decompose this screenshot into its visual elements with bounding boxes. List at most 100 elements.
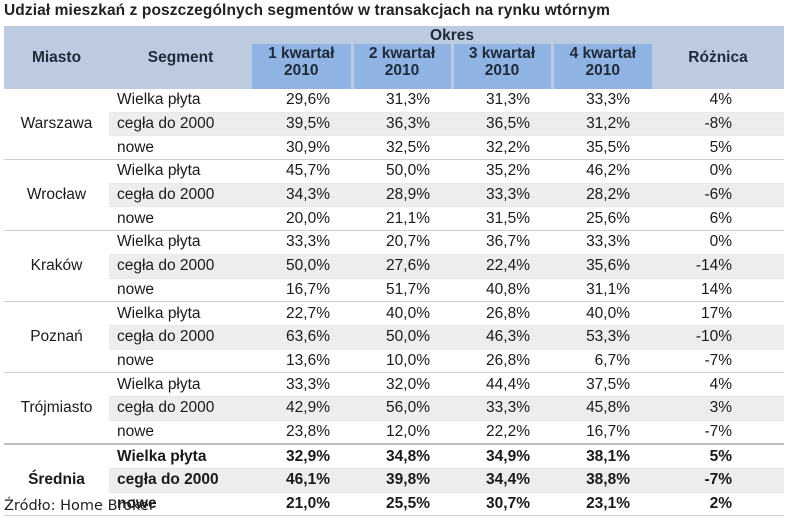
q4-value-cell: 31,1%: [552, 278, 653, 303]
q1-value-cell: 33,3%: [252, 230, 352, 255]
q2-value-cell: 36,3%: [352, 112, 452, 137]
difference-cell: -7%: [652, 349, 785, 374]
difference-cell: -8%: [652, 112, 785, 137]
q2-value-cell: 12,0%: [352, 420, 452, 445]
q4-value-cell: 31,2%: [552, 112, 653, 137]
q2-value-cell: 32,5%: [352, 135, 452, 161]
q4-value-cell: 35,5%: [552, 135, 653, 161]
q2-value-cell: 25,5%: [352, 492, 452, 517]
q1-value-cell: 46,1%: [252, 468, 352, 493]
segment-cell: nowe: [109, 492, 252, 517]
table-row: cegła do 2000 42,9% 56,0% 33,3% 45,8% 3%: [4, 396, 785, 421]
segment-cell: Wielka płyta: [109, 230, 252, 255]
q2-value-cell: 34,8%: [352, 443, 452, 470]
table-row: Wrocław Wielka płyta 45,7% 50,0% 35,2% 46,2% 0…: [4, 159, 785, 232]
segment-cell: cegła do 2000: [109, 325, 252, 350]
q3-value-cell: 34,4%: [452, 468, 552, 493]
header-difference: Różnica: [652, 26, 785, 89]
difference-cell: -10%: [652, 325, 785, 350]
difference-cell: 14%: [652, 278, 785, 303]
table-body: Warszawa Wielka płyta 29,6% 31,3% 31,3% 33,3%…: [4, 89, 785, 517]
q1-value-cell: 22,7%: [252, 301, 352, 326]
table-row: nowe 21,0% 25,5% 30,7% 23,1% 2%: [4, 492, 785, 517]
header-q2: 2 kwartał 2010: [350, 44, 452, 89]
segment-cell: nowe: [109, 349, 252, 374]
q4-value-cell: 38,1%: [552, 443, 653, 470]
q4-value-cell: 46,2%: [552, 159, 653, 184]
difference-cell: -6%: [652, 183, 785, 208]
difference-cell: 6%: [652, 206, 785, 232]
q1-value-cell: 23,8%: [252, 420, 352, 445]
table-row: nowe 20,0% 21,1% 31,5% 25,6% 6%: [4, 206, 785, 232]
q1-value-cell: 42,9%: [252, 396, 352, 421]
q1-value-cell: 16,7%: [252, 278, 352, 303]
q4-value-cell: 53,3%: [552, 325, 653, 350]
segment-cell: nowe: [109, 278, 252, 303]
q1-value-cell: 29,6%: [252, 89, 352, 113]
q1-value-cell: 34,3%: [252, 183, 352, 208]
q3-value-cell: 36,7%: [452, 230, 552, 255]
q3-value-cell: 32,2%: [452, 135, 552, 161]
table-row: Trójmiasto Wielka płyta 33,3% 32,0% 44,4% 37,…: [4, 372, 785, 445]
q2-value-cell: 31,3%: [352, 89, 452, 113]
q4-value-cell: 33,3%: [552, 89, 653, 113]
segment-cell: Wielka płyta: [109, 443, 252, 470]
segment-cell: cegła do 2000: [109, 468, 252, 493]
difference-cell: -7%: [652, 468, 785, 493]
segment-cell: cegła do 2000: [109, 183, 252, 208]
city-cell: Wrocław: [4, 159, 109, 232]
city-cell: Warszawa: [4, 89, 109, 161]
q3-value-cell: 31,5%: [452, 206, 552, 232]
segment-cell: Wielka płyta: [109, 372, 252, 397]
q2-value-cell: 39,8%: [352, 468, 452, 493]
table-row: cegła do 2000 39,5% 36,3% 36,5% 31,2% -8%: [4, 112, 785, 137]
segment-cell: Wielka płyta: [109, 301, 252, 326]
difference-cell: 2%: [652, 492, 785, 517]
q4-value-cell: 38,8%: [552, 468, 653, 493]
q1-value-cell: 21,0%: [252, 492, 352, 517]
segment-cell: Wielka płyta: [109, 159, 252, 184]
difference-cell: -7%: [652, 420, 785, 445]
difference-cell: 17%: [652, 301, 785, 326]
segment-cell: nowe: [109, 206, 252, 232]
q4-value-cell: 16,7%: [552, 420, 653, 445]
segment-cell: cegła do 2000: [109, 396, 252, 421]
difference-cell: 0%: [652, 230, 785, 255]
q2-value-cell: 51,7%: [352, 278, 452, 303]
q3-value-cell: 30,7%: [452, 492, 552, 517]
q4-value-cell: 33,3%: [552, 230, 653, 255]
table-row: cegła do 2000 34,3% 28,9% 33,3% 28,2% -6%: [4, 183, 785, 208]
q1-value-cell: 33,3%: [252, 372, 352, 397]
q2-value-cell: 10,0%: [352, 349, 452, 374]
table-row: cegła do 2000 63,6% 50,0% 46,3% 53,3% -10%: [4, 325, 785, 350]
table-row: nowe 23,8% 12,0% 22,2% 16,7% -7%: [4, 420, 785, 445]
city-cell: Kraków: [4, 230, 109, 303]
header-q4: 4 kwartał 2010: [550, 44, 653, 89]
table-row: Poznań Wielka płyta 22,7% 40,0% 26,8% 40,0% 17…: [4, 301, 785, 374]
difference-cell: 4%: [652, 372, 785, 397]
segment-cell: Wielka płyta: [109, 89, 252, 113]
table-row: nowe 13,6% 10,0% 26,8% 6,7% -7%: [4, 349, 785, 374]
q3-value-cell: 26,8%: [452, 301, 552, 326]
q1-value-cell: 20,0%: [252, 206, 352, 232]
difference-cell: 3%: [652, 396, 785, 421]
data-table: Miasto Segment Okres Różnica 1 kwartał 20…: [4, 26, 785, 517]
q3-value-cell: 34,9%: [452, 443, 552, 470]
q1-value-cell: 39,5%: [252, 112, 352, 137]
q3-value-cell: 33,3%: [452, 396, 552, 421]
q3-value-cell: 44,4%: [452, 372, 552, 397]
q2-value-cell: 20,7%: [352, 230, 452, 255]
q1-value-cell: 13,6%: [252, 349, 352, 374]
q2-value-cell: 21,1%: [352, 206, 452, 232]
q1-value-cell: 45,7%: [252, 159, 352, 184]
city-cell: Średnia: [4, 443, 109, 517]
difference-cell: 0%: [652, 159, 785, 184]
header-q1: 1 kwartał 2010: [252, 44, 352, 89]
source-note: Źródło: Home Broker: [4, 498, 155, 514]
q4-value-cell: 45,8%: [552, 396, 653, 421]
q3-value-cell: 33,3%: [452, 183, 552, 208]
table-title: Udział mieszkań z poszczególnych segment…: [4, 2, 611, 19]
difference-cell: 4%: [652, 89, 785, 113]
q3-value-cell: 22,2%: [452, 420, 552, 445]
table-row: nowe 30,9% 32,5% 32,2% 35,5% 5%: [4, 135, 785, 161]
